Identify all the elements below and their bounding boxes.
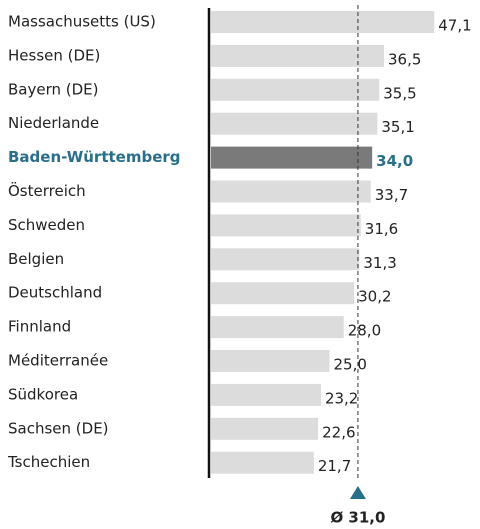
reference-label: Ø 31,0 xyxy=(330,509,385,527)
value-label: 33,7 xyxy=(375,186,408,204)
category-label: Niederlande xyxy=(8,114,99,132)
value-label: 35,1 xyxy=(381,118,414,136)
bar xyxy=(211,214,361,237)
bar xyxy=(211,146,373,169)
value-label: 28,0 xyxy=(348,322,381,340)
bar xyxy=(211,180,371,203)
category-label: Deutschland xyxy=(8,284,102,302)
bar xyxy=(211,451,314,474)
bar xyxy=(211,316,344,339)
category-label: Tschechien xyxy=(7,453,90,471)
bar xyxy=(211,112,378,135)
bar xyxy=(211,248,360,271)
value-label: 22,6 xyxy=(322,423,355,441)
value-label: 34,0 xyxy=(376,152,413,170)
category-label: Massachusetts (US) xyxy=(8,13,156,31)
value-label: 31,6 xyxy=(365,220,398,238)
value-label: 35,5 xyxy=(383,84,416,102)
value-label: 23,2 xyxy=(325,389,358,407)
category-label: Hessen (DE) xyxy=(8,46,100,64)
value-label: 31,3 xyxy=(363,254,396,272)
bar xyxy=(211,350,330,372)
bar xyxy=(211,78,380,101)
reference-marker xyxy=(349,486,366,499)
bar xyxy=(211,11,435,33)
value-label: 36,5 xyxy=(388,50,421,68)
category-label: Baden-Württemberg xyxy=(8,148,181,166)
category-label: Méditerranée xyxy=(8,352,108,370)
value-label: 21,7 xyxy=(318,457,351,475)
value-label: 47,1 xyxy=(438,17,471,35)
category-label: Schweden xyxy=(8,216,85,234)
value-label: 30,2 xyxy=(358,288,391,306)
bar xyxy=(211,383,321,406)
bar xyxy=(211,282,355,305)
category-label: Finnland xyxy=(8,318,71,336)
bar xyxy=(211,44,385,67)
category-label: Bayern (DE) xyxy=(8,80,99,98)
category-label: Sachsen (DE) xyxy=(8,419,109,437)
category-label: Südkorea xyxy=(8,385,78,403)
value-label: 25,0 xyxy=(334,356,367,374)
category-label: Österreich xyxy=(8,181,86,200)
category-label: Belgien xyxy=(8,250,64,268)
bar xyxy=(211,417,319,440)
